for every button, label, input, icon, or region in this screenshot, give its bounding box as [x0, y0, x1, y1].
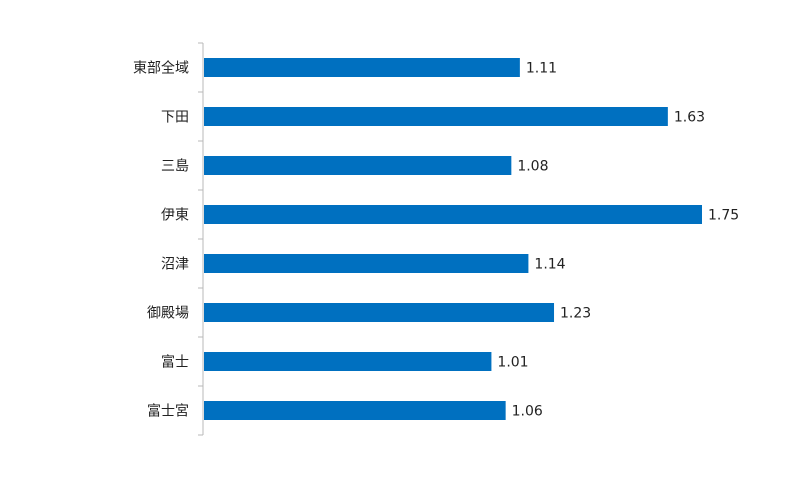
- category-label: 東部全域: [133, 60, 189, 77]
- bar: [204, 352, 492, 371]
- category-label: 富士: [161, 354, 189, 371]
- value-label: 1.08: [517, 159, 548, 175]
- category-label: 富士宮: [147, 403, 189, 420]
- bars: [204, 58, 702, 420]
- value-label: 1.14: [534, 257, 565, 273]
- bar: [204, 107, 668, 126]
- value-label: 1.75: [708, 208, 739, 224]
- value-label: 1.01: [497, 355, 528, 371]
- value-label: 1.23: [560, 306, 591, 322]
- category-label: 下田: [161, 110, 189, 126]
- bar: [204, 303, 555, 322]
- category-label: 三島: [161, 159, 189, 175]
- bar: [204, 401, 506, 420]
- bar: [204, 254, 529, 273]
- bar: [204, 156, 512, 175]
- category-axis: [198, 42, 204, 436]
- value-label: 1.06: [512, 404, 543, 420]
- category-label: 御殿場: [147, 306, 189, 322]
- value-label: 1.63: [674, 110, 705, 126]
- category-label: 伊東: [161, 208, 189, 224]
- value-label: 1.11: [526, 61, 557, 77]
- bar: [204, 205, 702, 224]
- value-labels: 1.11 1.63 1.08 1.75 1.14 1.23 1.01 1.06: [497, 61, 739, 420]
- bar: [204, 58, 520, 77]
- category-label: 沼津: [161, 257, 189, 273]
